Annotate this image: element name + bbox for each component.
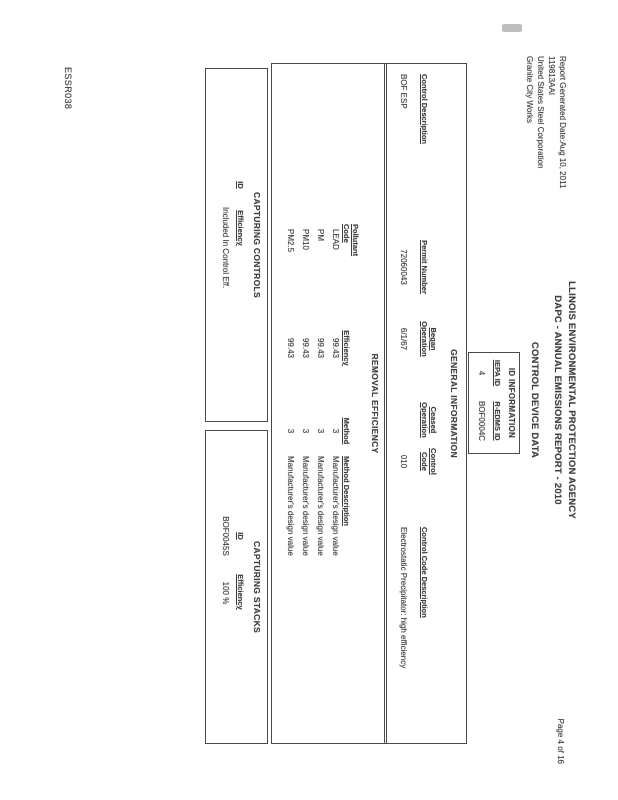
field-label-control-code: Control Code (420, 448, 438, 475)
field-label-control-description: Control Description (420, 74, 429, 145)
pollutant-code-cell: LEAD (331, 229, 340, 250)
page-number: Page 4 of 16 (556, 718, 565, 764)
id-information-section: ID INFORMATION IEPA ID R-EDMS ID 4 BOF00… (468, 352, 520, 454)
section-title: CAPTURING STACKS (252, 540, 262, 633)
method-description-cell: Manufacturer's design value (316, 456, 325, 556)
section-title: ID INFORMATION (507, 367, 516, 439)
general-information-section: GENERAL INFORMATION Control Description … (384, 63, 467, 744)
efficiency-cell: 99.43 (316, 337, 325, 359)
method-description-cell: Manufacturer's design value (301, 456, 310, 556)
column-header-efficiency: Efficiency (236, 210, 245, 246)
column-header-method-description: Method Description (342, 456, 351, 527)
field-value-began-operation: 6/1/67 (399, 327, 408, 351)
method-cell: 3 (286, 428, 295, 434)
column-header-pollutant-code: Pollutant Code (342, 224, 360, 257)
field-value-permit-number: 72060043 (399, 249, 408, 285)
section-title: CAPTURING CONTROLS (252, 192, 262, 298)
field-label-control-code-description: Control Code Description (420, 527, 429, 618)
report-title: DAPC - ANNUAL EMISSIONS REPORT - 2010 (552, 295, 563, 505)
efficiency-cell: 99.43 (286, 337, 295, 359)
field-value-control-description: BOF ESP (399, 74, 408, 109)
field-value-control-code: 010 (399, 454, 408, 469)
pollutant-code-cell: PM (316, 229, 325, 241)
column-header-id: ID (236, 532, 245, 540)
capturing-stacks-section: CAPTURING STACKS ID Efficiency BOF0045S … (205, 430, 268, 744)
stack-id-value: BOF0045S (221, 516, 230, 556)
column-header-redms-id: R-EDMS ID (493, 401, 502, 441)
method-cell: 3 (331, 428, 340, 434)
section-title: REMOVAL EFFICIENCY (370, 353, 380, 454)
method-cell: 3 (301, 428, 310, 434)
field-label-began-operation: Began Operation (420, 321, 438, 357)
scan-artifact (502, 24, 522, 32)
column-header-iepa-id: IEPA ID (493, 359, 502, 387)
stack-efficiency-value: 100 % (221, 581, 230, 605)
footer-document-code: ESSR038 (63, 67, 73, 110)
column-header-efficiency: Efficiency (236, 574, 245, 610)
method-cell: 3 (316, 428, 325, 434)
efficiency-cell: 99.43 (331, 337, 340, 359)
field-value-control-code-description: Electrostatic Precipitator: high efficie… (399, 527, 408, 669)
section-title: GENERAL INFORMATION (449, 349, 459, 458)
efficiency-cell: 99.43 (301, 337, 310, 359)
field-label-permit-number: Permit Number (420, 240, 429, 294)
capturing-controls-note: Included In Control Eff. (221, 207, 230, 289)
agency-title: LLINOIS ENVIRONMENTAL PROTECTION AGENCY (566, 281, 577, 519)
capturing-controls-section: CAPTURING CONTROLS ID Efficiency Include… (205, 68, 268, 422)
pollutant-code-cell: PM2.5 (286, 229, 295, 253)
pollutant-code-cell: PM10 (301, 229, 310, 250)
iepa-id-value: 4 (477, 370, 486, 376)
column-header-method: Method (342, 417, 351, 445)
column-header-id: ID (236, 181, 245, 189)
method-description-cell: Manufacturer's design value (331, 456, 340, 556)
page-title: CONTROL DEVICE DATA (529, 341, 540, 459)
removal-efficiency-section: REMOVAL EFFICIENCY Pollutant Code Effici… (271, 63, 387, 744)
column-header-efficiency: Efficiency (342, 330, 351, 366)
method-description-cell: Manufacturer's design value (286, 456, 295, 556)
redms-id-value: BOF0004C (477, 400, 486, 442)
